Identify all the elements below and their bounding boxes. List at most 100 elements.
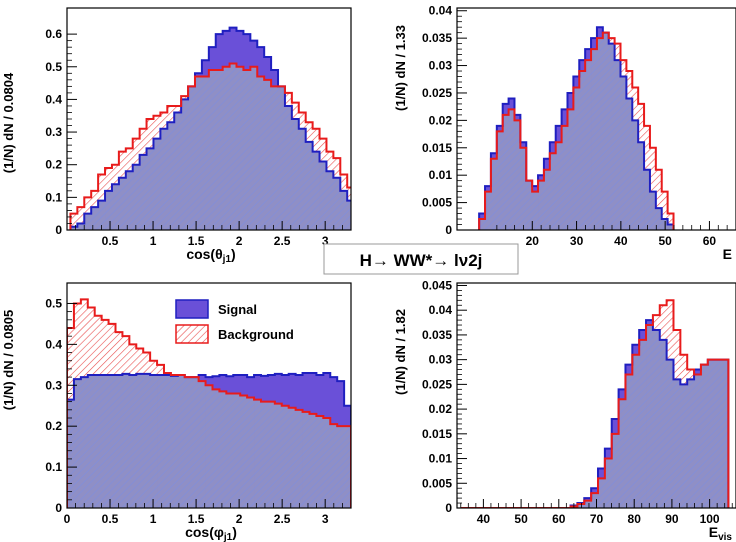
x-tick-label: 3 — [322, 512, 329, 526]
overlap-bin — [520, 147, 527, 230]
overlap-bin — [177, 375, 186, 508]
figure-title: H→ WW*→ lν2j — [360, 251, 483, 270]
overlap-bin — [281, 405, 290, 508]
x-tick-label: 2 — [236, 512, 243, 526]
overlap-bin — [288, 407, 297, 508]
overlap-bin — [602, 32, 610, 230]
y-tick-label: 0.03 — [429, 353, 453, 367]
overlap-bin — [625, 374, 633, 508]
overlap-bin — [337, 426, 345, 508]
overlap-bin — [122, 373, 130, 508]
x-tick-label: 0.5 — [102, 234, 119, 248]
x-tick-label: 3 — [322, 234, 329, 248]
overlap-bin — [84, 213, 92, 230]
overlap-bin — [667, 224, 674, 230]
x-tick-label: 40 — [477, 512, 491, 526]
background-histogram-line — [69, 62, 351, 230]
overlap-bin — [236, 66, 244, 230]
overlap-bin — [707, 359, 716, 508]
plot-area: 0 0.1 0.2 0.3 0.4 0.5 0.6 0.5 1 1.5 2 2.5 3 — [45, 7, 375, 248]
overlap-bin — [538, 180, 545, 230]
y-tick-label: 0.1 — [45, 190, 62, 204]
overlap-bin — [298, 128, 307, 230]
overlap-bin — [532, 191, 539, 230]
overlap-bin — [205, 385, 213, 508]
overlap-bin — [591, 49, 598, 230]
overlap-bin — [80, 377, 89, 508]
overlap-bin — [150, 375, 158, 508]
overlap-bin — [579, 71, 586, 230]
x-axis-label: Evis — [709, 524, 733, 542]
overlap-bin — [573, 87, 580, 230]
overlap-bin — [201, 76, 210, 230]
x-tick-label: 70 — [590, 512, 604, 526]
overlap-bin — [330, 424, 338, 508]
overlap-bin — [555, 142, 562, 230]
y-tick-label: 0.02 — [429, 113, 453, 127]
x-tick-label: 1.5 — [188, 512, 205, 526]
overlap-bin — [257, 76, 265, 230]
overlap-bin — [649, 191, 657, 230]
overlap-bin — [219, 391, 227, 508]
y-tick-label: 0.005 — [422, 196, 452, 210]
y-tick-label: 0.045 — [422, 278, 452, 292]
legend-label-signal: Signal — [218, 302, 257, 317]
overlap-bin — [215, 70, 224, 230]
x-tick-label: 2.5 — [274, 234, 291, 248]
overlap-bin — [632, 120, 639, 230]
overlap-bin — [125, 171, 134, 230]
overlap-bin — [222, 66, 230, 230]
overlap-bin — [618, 399, 626, 508]
overlap-bin — [485, 191, 492, 230]
overlap-bin — [111, 184, 120, 230]
overlap-bin — [208, 70, 217, 230]
overlap-bin — [247, 397, 255, 508]
overlap-bin — [543, 169, 551, 230]
y-tick-label: 0.005 — [422, 476, 452, 490]
overlap-bin — [136, 373, 144, 508]
overlap-bin — [354, 207, 361, 230]
panel-evis: (1/N) dN / 1.82 0 0.005 0.01 0.015 0.02 0.025… — [393, 278, 736, 542]
overlap-bin — [291, 119, 300, 230]
overlap-bin — [721, 359, 729, 508]
overlap-bin — [174, 112, 182, 230]
overlap-bin — [160, 128, 168, 230]
overlap-bin — [502, 114, 509, 230]
overlap-bin — [639, 339, 647, 508]
overlap-bin — [170, 375, 179, 508]
legend-swatch-signal — [175, 299, 209, 319]
x-tick-label: 0.5 — [102, 512, 119, 526]
overlap-bin — [188, 86, 196, 230]
overlap-bin — [184, 377, 193, 508]
x-tick-label: 50 — [658, 234, 672, 248]
overlap-bin — [323, 418, 331, 508]
overlap-bin — [368, 227, 375, 230]
y-tick-label: 0.3 — [45, 378, 62, 392]
overlap-bin — [514, 120, 521, 230]
overlap-bin — [584, 500, 592, 508]
overlap-bin — [632, 354, 640, 508]
overlap-bin — [132, 164, 141, 230]
x-tick-label: 1 — [150, 512, 157, 526]
x-tick-label: 2 — [236, 234, 243, 248]
overlap-bin — [549, 153, 557, 230]
overlap-bin — [326, 171, 334, 230]
y-tick-label: 0.04 — [429, 303, 453, 317]
overlap-bin — [101, 375, 109, 508]
overlap-bin — [212, 389, 220, 508]
overlap-bin — [115, 375, 123, 508]
y-tick-label: 0.035 — [422, 328, 452, 342]
overlap-bin — [98, 200, 106, 230]
overlap-bin — [267, 401, 276, 508]
overlap-bin — [167, 122, 175, 230]
overlap-bin — [490, 158, 498, 230]
overlap-bin — [344, 426, 351, 508]
legend-label-background: Background — [218, 327, 294, 342]
overlap-bin — [700, 364, 709, 508]
overlap-bin — [260, 401, 269, 508]
overlap-bin — [295, 409, 303, 508]
overlap-bin — [139, 154, 147, 230]
y-tick-label: 0.025 — [422, 86, 452, 100]
overlap-bin — [284, 105, 293, 230]
overlap-bin — [278, 86, 286, 230]
